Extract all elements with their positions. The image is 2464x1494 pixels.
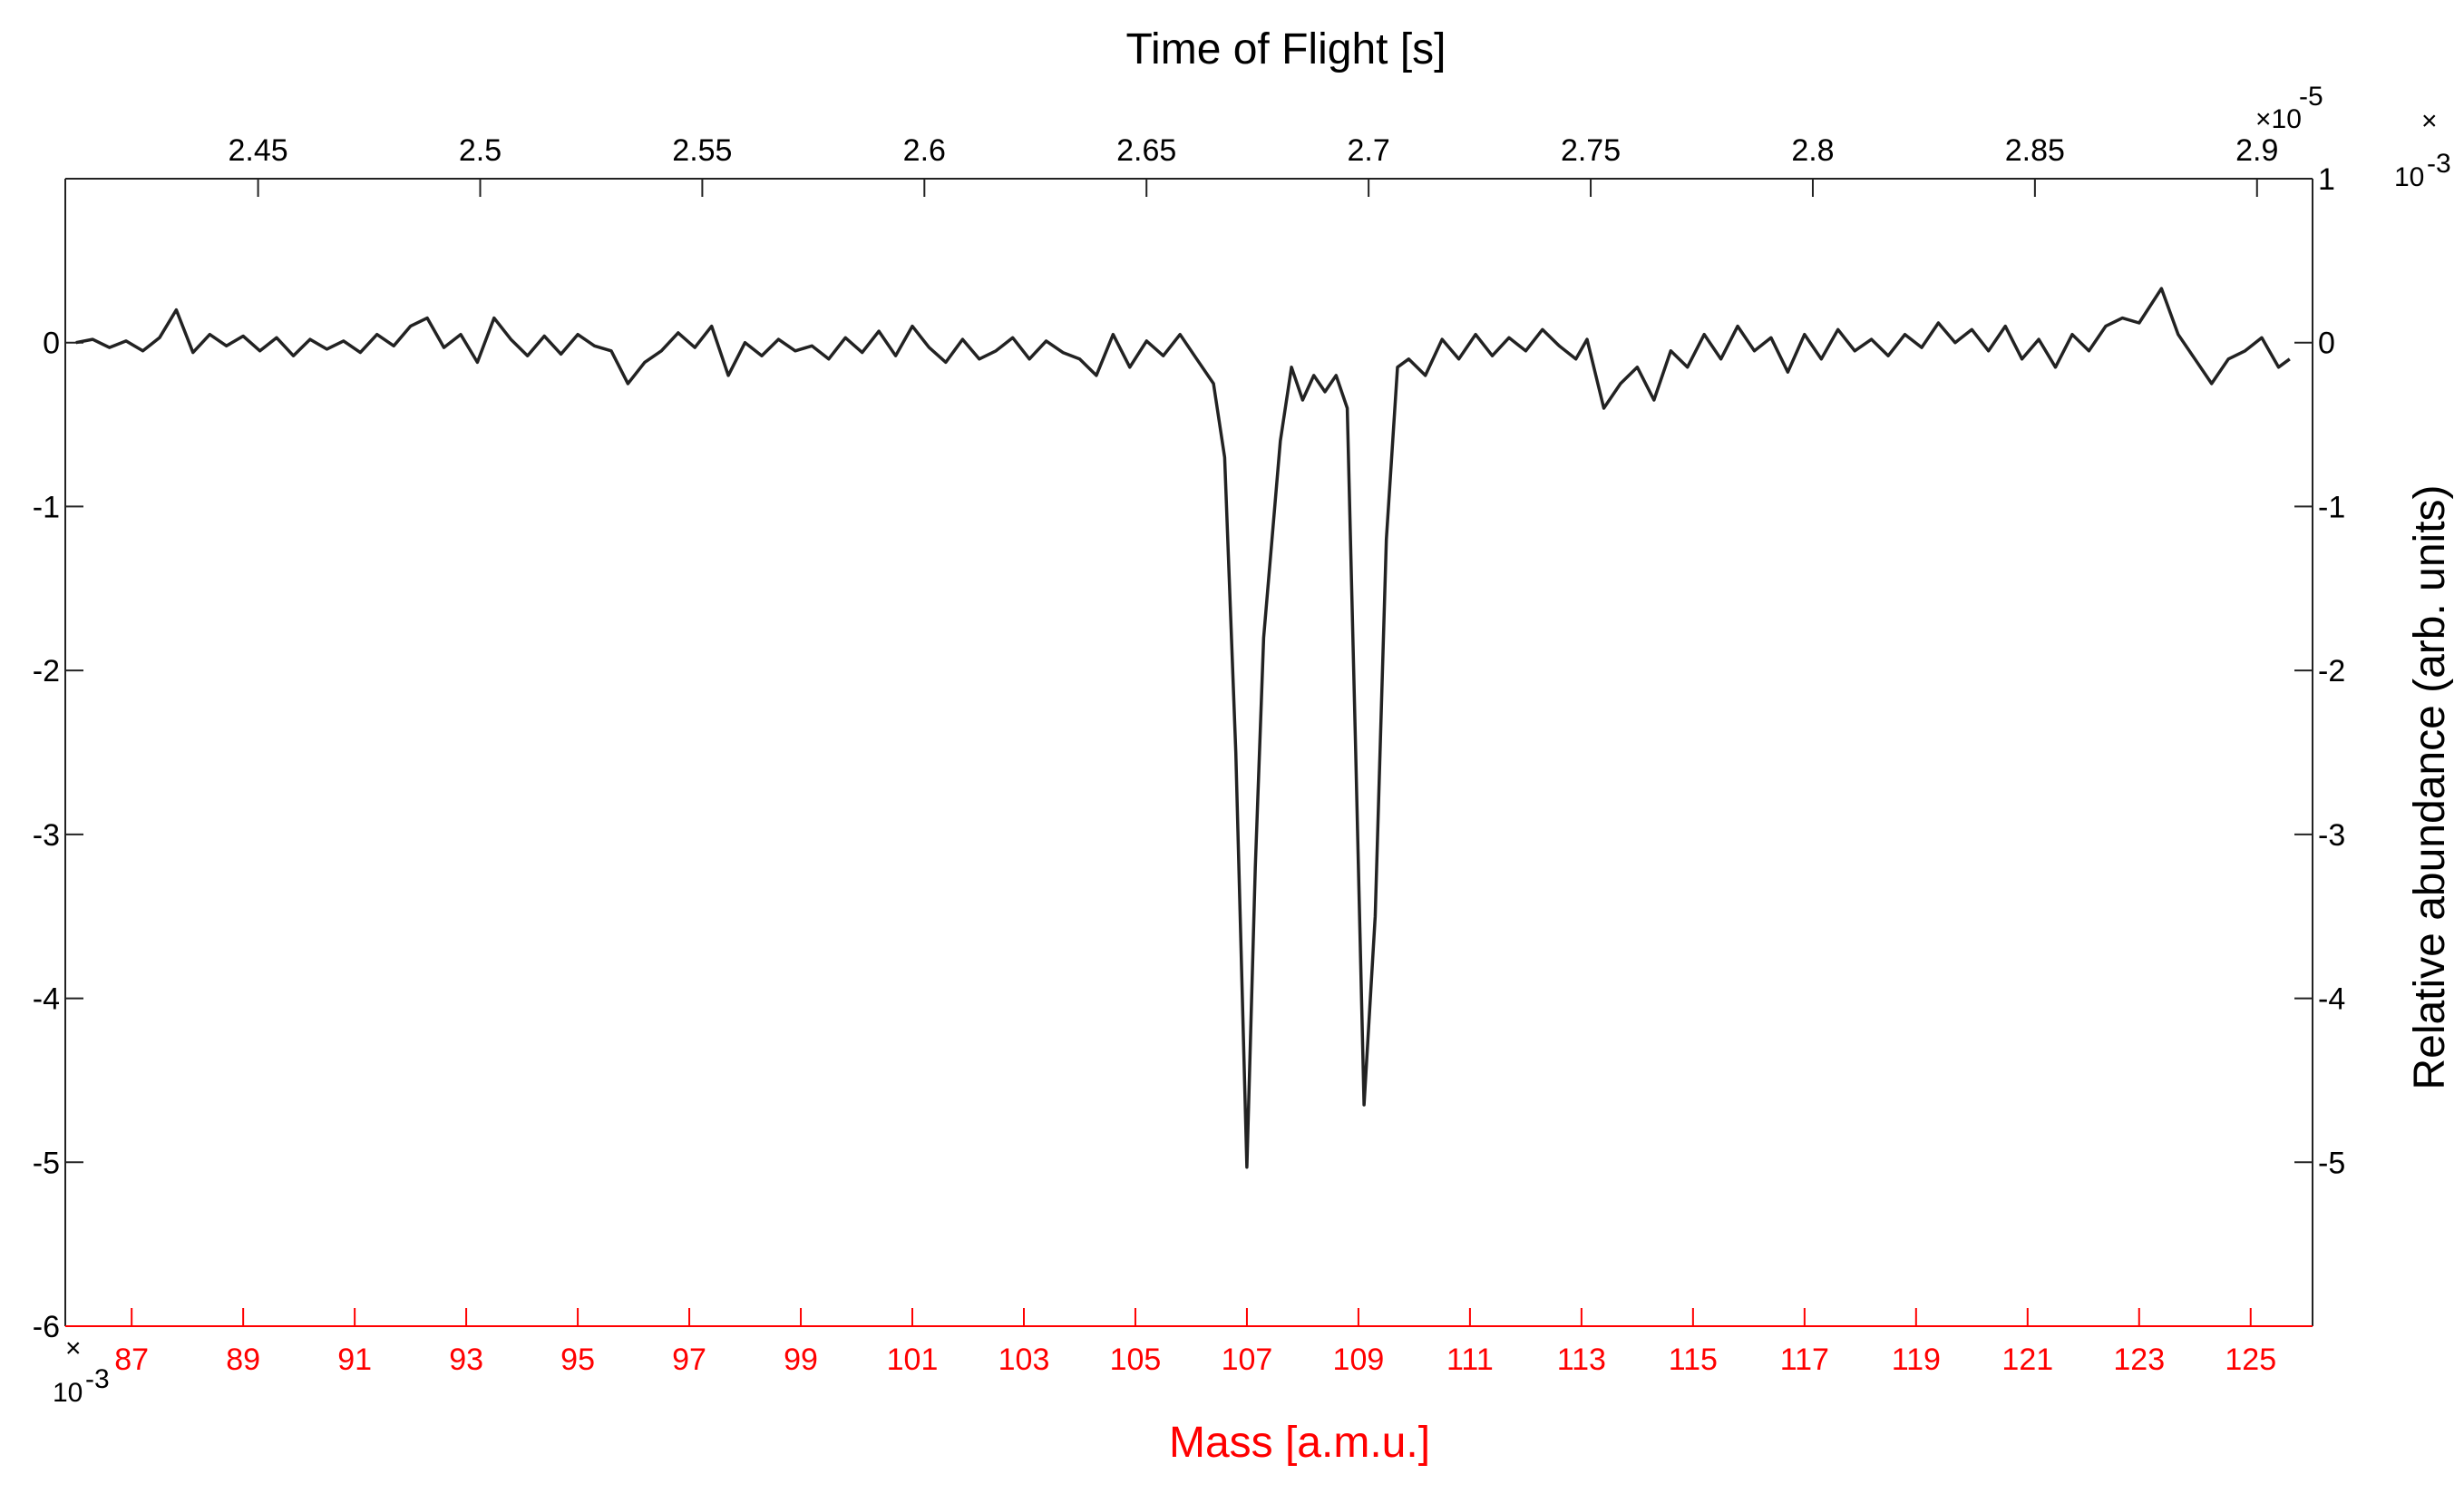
top-axis-tick-label: 2.6 (903, 133, 946, 168)
left-axis-tick-label: -4 (33, 982, 60, 1017)
bottom-axis-tick-label: 87 (114, 1343, 149, 1377)
bottom-axis-tick-label: 103 (998, 1343, 1050, 1377)
bottom-axis-tick-label: 91 (337, 1343, 372, 1377)
bottom-axis-tick-label: 107 (1222, 1343, 1273, 1377)
bottom-axis-tick-label: 111 (1446, 1343, 1494, 1377)
bottom-axis-tick-label: 119 (1892, 1343, 1941, 1377)
top-axis-tick-label: 2.5 (459, 133, 502, 168)
top-axis-exponent-power: -5 (2299, 82, 2323, 112)
left-axis-tick-label: -6 (33, 1310, 60, 1344)
top-axis-exponent-base: ×10 (2255, 104, 2302, 134)
left-axis-tick-label: -5 (33, 1146, 60, 1180)
bottom-axis-tick-label: 95 (560, 1343, 595, 1377)
top-axis-tick-label: 2.8 (1791, 133, 1834, 168)
left-axis-tick-label: -3 (33, 818, 60, 853)
bottom-axis-tick-label: 99 (784, 1343, 818, 1377)
left-axis-tick-label: -2 (33, 654, 60, 688)
bottom-axis-tick-label: 89 (226, 1343, 260, 1377)
left-axis-exponent-base: 10 (53, 1378, 83, 1408)
series-layer (75, 287, 2291, 1169)
left-axis-exponent-power: -3 (85, 1364, 110, 1394)
top-axis-tick-label: 2.9 (2235, 133, 2278, 168)
bottom-axis-title: Mass [a.m.u.] (1169, 1419, 1430, 1467)
bottom-axis-tick-label: 93 (449, 1343, 483, 1377)
right-axis-exponent-sign: × (2421, 106, 2438, 136)
left-axis-tick-label: -1 (33, 490, 60, 524)
top-axis-tick-label: 2.7 (1347, 133, 1389, 168)
bottom-axis-tick-label: 105 (1110, 1343, 1162, 1377)
right-axis-tick-label: 1 (2318, 162, 2335, 197)
top-axis-ticks: 2.45 2.5 2.55 2.6 2.65 2.7 2.75 2.8 2.85 2.9 (228, 133, 2278, 197)
right-axis-exponent-power: -3 (2427, 149, 2451, 179)
right-axis-tick-label: -2 (2318, 654, 2345, 688)
bottom-axis-tick-label: 113 (1557, 1343, 1606, 1377)
right-axis-tick-label: -3 (2318, 818, 2345, 853)
top-axis-title: Time of Flight [s] (1126, 25, 1446, 73)
right-axis-ticks: 1 0 -1 -2 -3 -4 -5 (2294, 162, 2345, 1180)
bottom-axis-tick-label: 117 (1780, 1343, 1829, 1377)
right-axis-tick-label: -5 (2318, 1146, 2345, 1180)
left-axis-tick-label: 0 (43, 327, 60, 361)
bottom-axis-tick-label: 125 (2225, 1343, 2276, 1377)
plot-frame (64, 178, 2313, 1327)
left-axis-exponent-sign: × (65, 1333, 82, 1363)
bottom-axis-tick-label: 109 (1333, 1343, 1385, 1377)
bottom-axis-tick-label: 101 (887, 1343, 939, 1377)
bottom-axis-tick-label: 123 (2113, 1343, 2165, 1377)
bottom-axis-tick-label: 121 (2001, 1343, 2053, 1377)
bottom-axis-ticks: 87 89 91 93 95 97 99 101 103 105 107 109 111 113 115 11… (114, 1308, 2276, 1377)
top-axis-tick-label: 2.65 (1116, 133, 1176, 168)
right-axis-exponent-base: 10 (2394, 162, 2424, 192)
top-axis-tick-label: 2.55 (672, 133, 732, 168)
top-axis-tick-label: 2.85 (2005, 133, 2065, 168)
right-axis-tick-label: -1 (2318, 490, 2345, 524)
right-axis-tick-label: 0 (2318, 327, 2335, 361)
bottom-axis-tick-label: 97 (672, 1343, 706, 1377)
bottom-axis-tick-label: 115 (1669, 1343, 1718, 1377)
series-line-0 (75, 287, 2291, 1169)
top-axis-tick-label: 2.45 (228, 133, 287, 168)
left-axis-ticks: 0 -1 -2 -3 -4 -5 -6 (33, 327, 83, 1344)
right-axis-title: Relative abundance (arb. units) (2406, 484, 2454, 1089)
top-axis-tick-label: 2.75 (1561, 133, 1621, 168)
right-axis-tick-label: -4 (2318, 982, 2345, 1017)
